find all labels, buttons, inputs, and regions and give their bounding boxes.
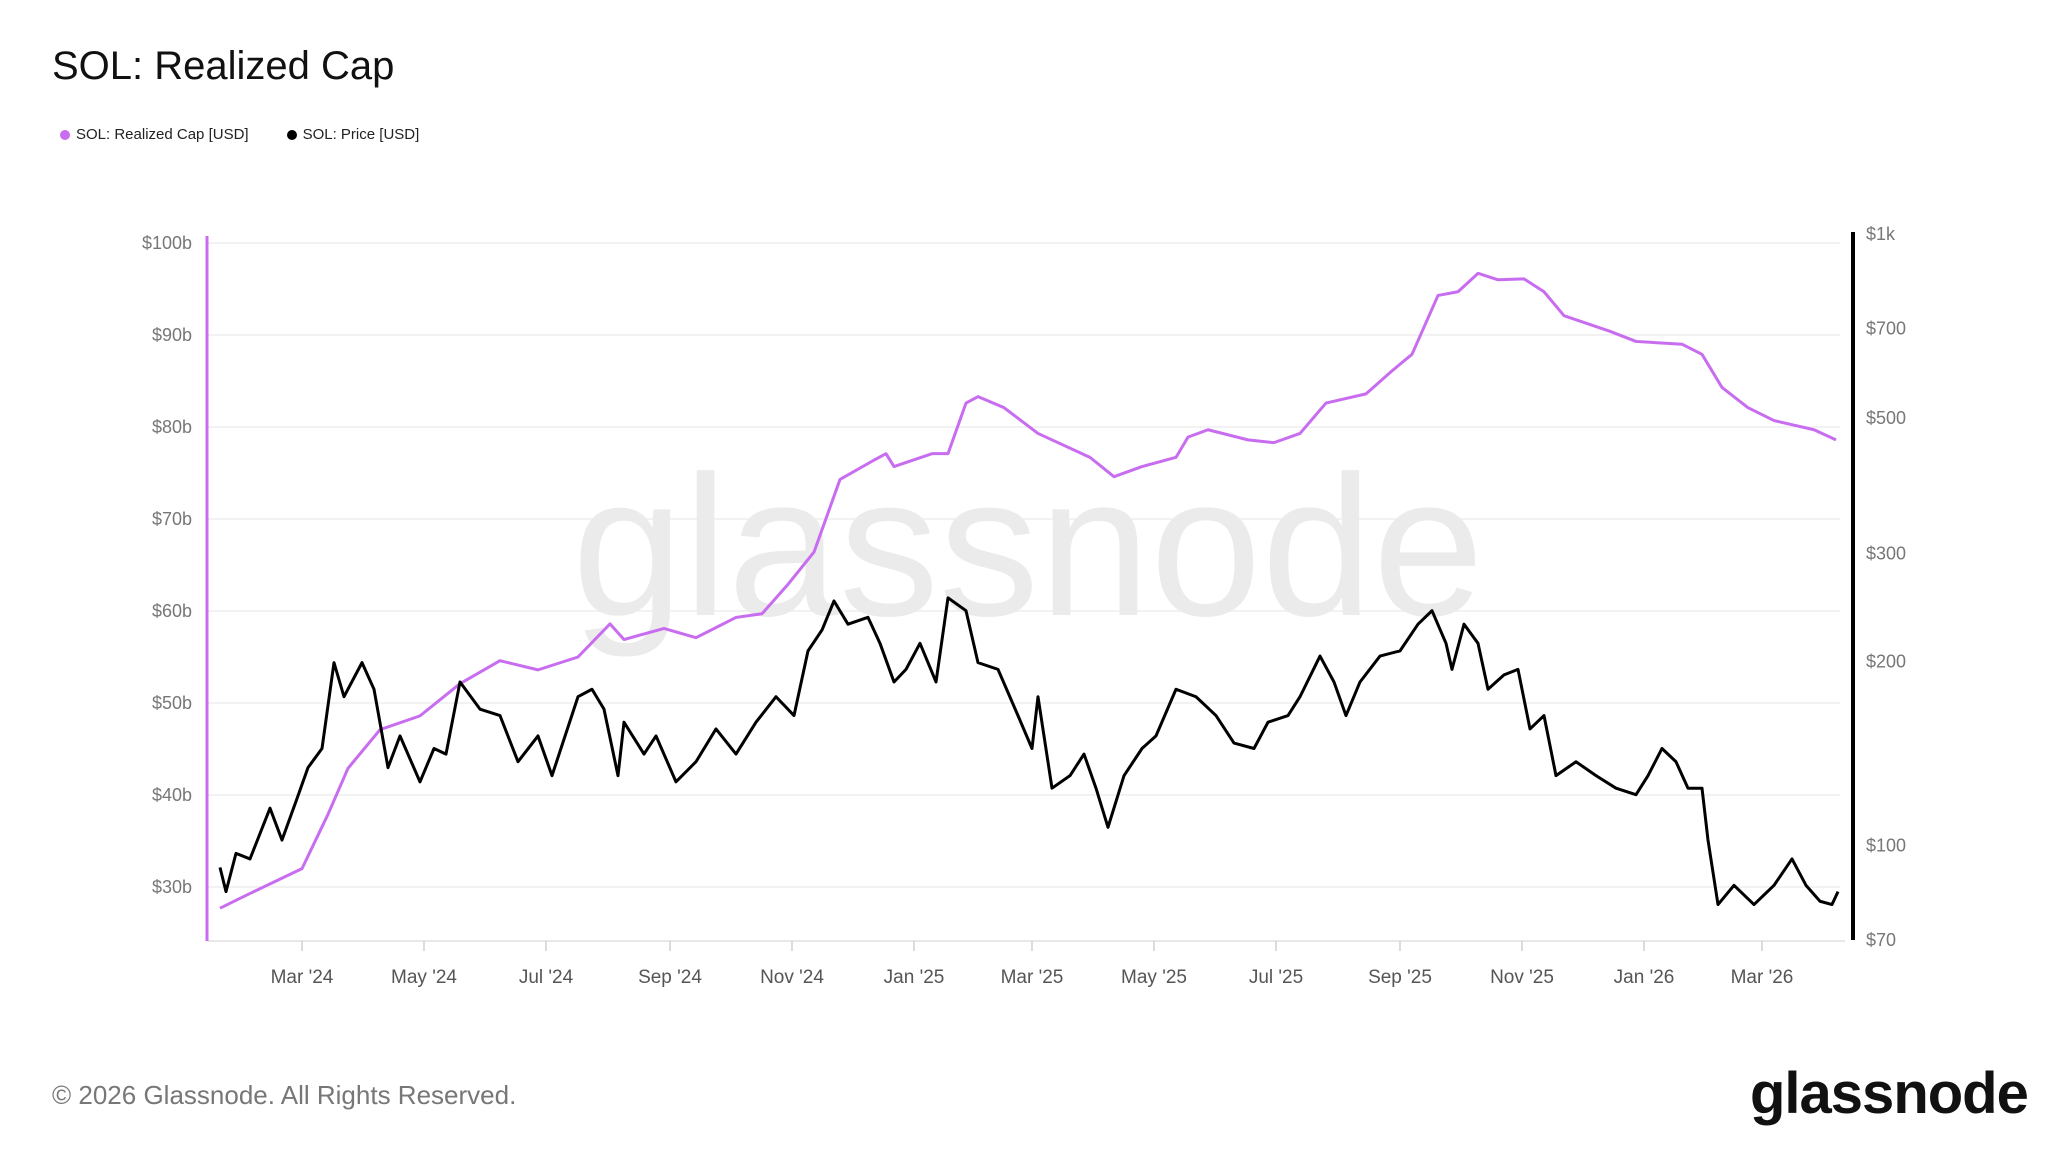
glassnode-logo: glassnode <box>1750 1061 2029 1126</box>
x-tick-label: Sep '24 <box>638 967 702 988</box>
chart-title: SOL: Realized Cap <box>52 44 395 88</box>
y-left-tick-label: $50b <box>152 693 192 713</box>
legend-dot-price <box>286 129 297 140</box>
realized-cap-line <box>219 271 1837 910</box>
y-left-tick-label: $100b <box>142 233 192 253</box>
legend: SOL: Realized Cap [USD] SOL: Price [USD] <box>60 126 419 143</box>
y-left-tick-label: $90b <box>152 325 192 345</box>
y-left-tick-label: $40b <box>152 785 192 805</box>
y-right-tick-label: $200 <box>1866 651 1906 671</box>
y-left-tick-label: $80b <box>152 417 192 437</box>
x-tick-label: Jan '26 <box>1614 967 1675 988</box>
x-tick-label: Nov '25 <box>1490 967 1554 988</box>
x-tick-label: Jan '25 <box>884 967 945 988</box>
y-right-tick-label: $100 <box>1866 835 1906 855</box>
y-left-tick-label: $30b <box>152 877 192 897</box>
x-tick-label: Nov '24 <box>760 967 824 988</box>
legend-label-realized-cap: SOL: Realized Cap [USD] <box>76 126 249 143</box>
y-right-tick-label: $1k <box>1866 224 1896 244</box>
watermark: glassnode <box>572 435 1484 658</box>
y-left-tick-label: $70b <box>152 509 192 529</box>
x-tick-label: May '25 <box>1121 967 1187 988</box>
legend-dot-realized-cap <box>60 129 70 140</box>
x-tick-label: Sep '25 <box>1368 967 1432 988</box>
x-tick-label: Jul '24 <box>519 967 574 988</box>
copyright-footer: © 2026 Glassnode. All Rights Reserved. <box>52 1080 517 1110</box>
y-right-tick-label: $500 <box>1866 408 1906 428</box>
x-tick-label: Jul '25 <box>1249 967 1303 988</box>
y-right-tick-label: $70 <box>1866 930 1896 950</box>
legend-label-price: SOL: Price [USD] <box>302 126 420 143</box>
legend-item-realized-cap[interactable]: SOL: Realized Cap [USD] <box>60 126 249 143</box>
y-right-tick-label: $300 <box>1866 544 1906 564</box>
x-tick-label: Mar '25 <box>1001 967 1064 988</box>
x-tick-label: Mar '26 <box>1731 967 1794 988</box>
x-tick-label: May '24 <box>391 967 457 988</box>
y-right-tick-label: $700 <box>1866 319 1906 339</box>
price-line <box>218 596 1840 907</box>
x-tick-label: Mar '24 <box>271 967 334 988</box>
y-left-tick-label: $60b <box>152 601 192 621</box>
legend-item-price[interactable]: SOL: Price [USD] <box>286 126 420 143</box>
